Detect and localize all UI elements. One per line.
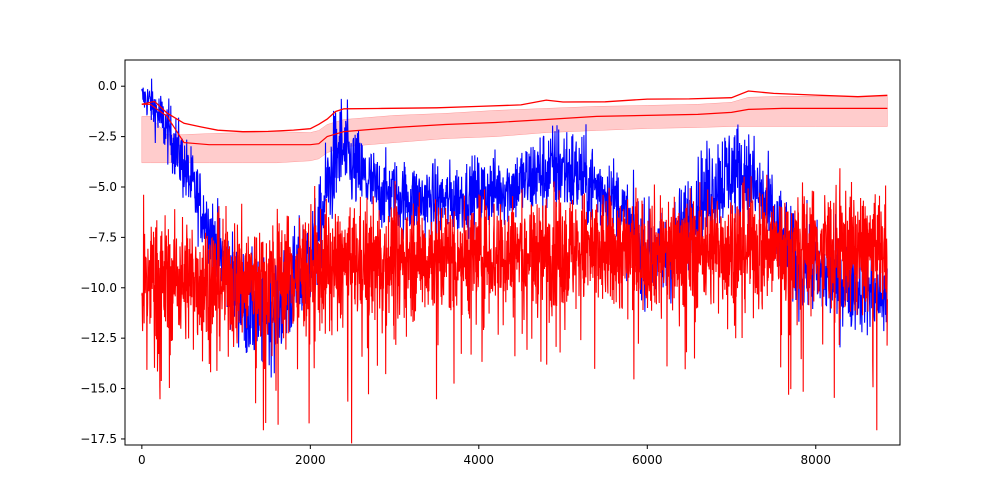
x-tick-label: 0 — [138, 453, 146, 467]
smooth-lines-layer — [141, 90, 888, 146]
y-tick-label: −15.0 — [80, 382, 117, 396]
x-tick-label: 2000 — [295, 453, 326, 467]
upper-envelope-line — [141, 90, 888, 133]
noisy-red-series-line — [141, 168, 888, 444]
plot-area-frame — [124, 59, 901, 446]
x-axis: 0 2000 4000 6000 8000 — [138, 445, 831, 467]
confidence-band-layer — [141, 96, 888, 164]
y-tick-label: −2.5 — [88, 130, 117, 144]
y-tick-label: −7.5 — [88, 230, 117, 244]
mean-line — [141, 103, 888, 146]
y-tick-label: −5.0 — [88, 180, 117, 194]
y-tick-label: −12.5 — [80, 331, 117, 345]
y-axis: 0.0 −2.5 −5.0 −7.5 −10.0 −12.5 −15.0 −17.5 — [80, 79, 125, 446]
y-tick-label: −10.0 — [80, 281, 117, 295]
mean-confidence-band — [141, 96, 888, 164]
noisy-series-layer — [141, 78, 888, 444]
x-tick-label: 4000 — [464, 453, 495, 467]
y-tick-label: 0.0 — [98, 79, 117, 93]
y-tick-label: −17.5 — [80, 432, 117, 446]
x-tick-label: 8000 — [800, 453, 831, 467]
x-tick-label: 6000 — [632, 453, 663, 467]
